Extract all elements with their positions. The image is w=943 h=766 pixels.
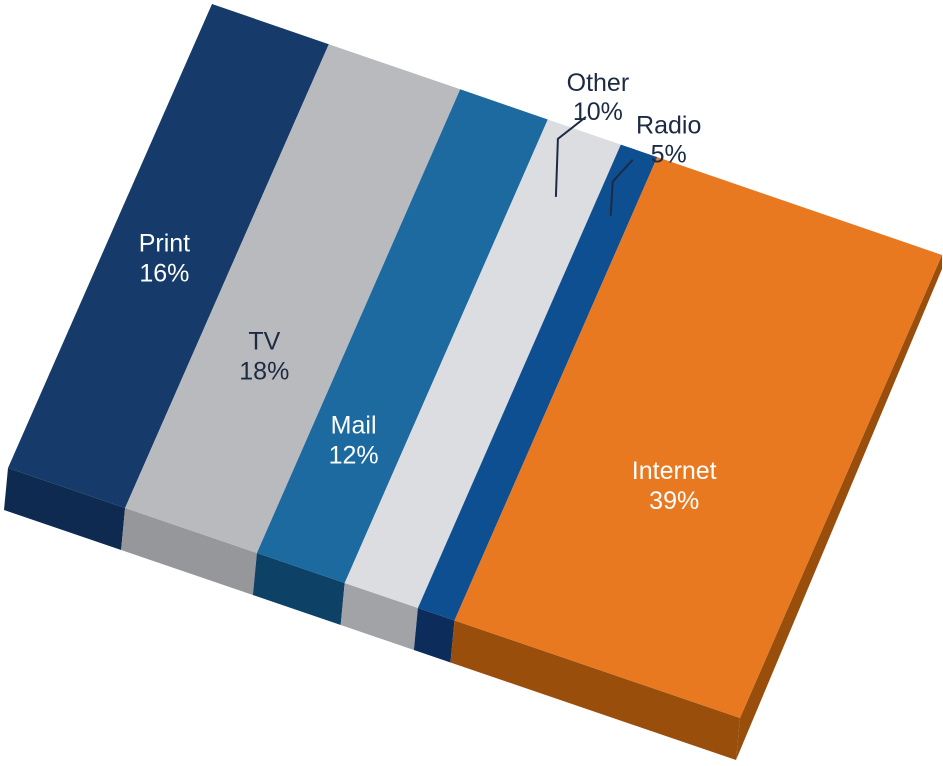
radio-segment	[417, 144, 658, 621]
mail-label: Mail 12%	[329, 412, 379, 470]
internet-segment	[454, 157, 942, 719]
other-callout-line	[554, 116, 587, 197]
other-segment	[344, 119, 621, 608]
internet-label: Internet 39%	[632, 457, 717, 515]
internet-front-face	[450, 620, 740, 760]
print-front-face	[4, 468, 126, 550]
radio-front-face	[413, 608, 455, 663]
mail-segment	[256, 89, 548, 584]
print-label: Print 16%	[139, 229, 190, 287]
right-side-face	[736, 255, 942, 760]
tv-label: TV 18%	[239, 328, 289, 386]
radio-label: Radio 5%	[636, 112, 701, 169]
other-front-face	[340, 583, 418, 650]
radio-callout-line	[609, 159, 634, 216]
print-segment	[8, 4, 329, 508]
tv-segment	[125, 44, 461, 553]
mail-front-face	[252, 553, 345, 625]
callout-lines	[554, 116, 634, 216]
tv-front-face	[121, 508, 257, 595]
internet-side-face	[736, 255, 942, 760]
top-faces	[8, 4, 942, 719]
front-faces	[4, 468, 740, 760]
segment-labels: Print 16% TV 18% Mail 12% Other 10% Radio 5% Inter…	[139, 69, 717, 515]
other-label: Other 10%	[567, 69, 630, 126]
